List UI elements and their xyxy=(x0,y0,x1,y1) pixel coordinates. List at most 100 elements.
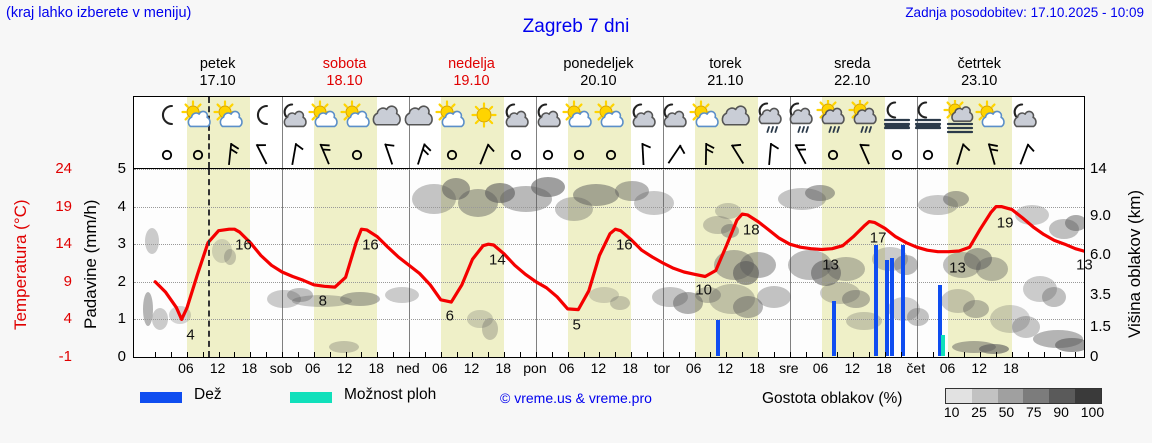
day-header-sobota: sobota 18.10 xyxy=(277,56,413,90)
x-axis-tick xyxy=(900,352,902,357)
temperature-tick-label: -1 xyxy=(58,348,72,365)
daylight-band xyxy=(186,169,251,357)
showers-legend-label: Možnost ploh xyxy=(344,386,437,403)
x-axis-day-label: sre xyxy=(779,360,799,376)
x-axis-tick xyxy=(853,352,855,357)
x-axis-tick xyxy=(742,352,744,357)
x-axis-tick xyxy=(361,352,363,357)
x-axis-tick xyxy=(377,352,379,357)
cloud-density-tick: 90 xyxy=(1053,404,1069,420)
day-separator xyxy=(282,169,284,357)
wind-calm-icon xyxy=(595,139,627,169)
wind-barb-icon xyxy=(214,139,246,169)
horizontal-gridline xyxy=(134,206,1084,208)
day-name: sreda xyxy=(834,56,871,72)
x-axis-tick xyxy=(155,352,157,357)
temperature-value-label: 16 xyxy=(235,236,252,254)
x-axis-tick xyxy=(964,352,966,357)
moon-cloud-icon xyxy=(500,97,532,139)
x-axis-tick xyxy=(520,352,522,357)
x-axis-label: 12 xyxy=(209,360,226,376)
day-date: 17.10 xyxy=(199,73,236,89)
moon-cloud-icon xyxy=(627,97,659,139)
x-axis-tick xyxy=(234,352,236,357)
rain-bar xyxy=(874,245,879,356)
x-axis-tick xyxy=(948,352,950,357)
moon-icon xyxy=(151,97,183,139)
rain-bar xyxy=(885,260,890,356)
cloud-density-tick: 10 xyxy=(943,404,960,420)
day-header-nedelja: nedelja 19.10 xyxy=(403,56,539,90)
x-axis-tick xyxy=(218,352,220,357)
temperature-tick-label: 9 xyxy=(63,272,72,290)
x-axis-tick xyxy=(488,352,490,357)
wind-barb-icon xyxy=(659,139,691,169)
x-axis-day-label: tor xyxy=(653,360,671,376)
rain-bar xyxy=(715,320,720,356)
cloud-height-tick-label: 14 xyxy=(1090,160,1107,177)
x-axis-day-label: pon xyxy=(523,360,547,376)
sun-cloud-icon xyxy=(308,97,342,139)
day-name: ponedeljek xyxy=(563,56,634,72)
day-date: 22.10 xyxy=(834,73,871,89)
x-axis-day-label: ned xyxy=(396,360,420,376)
x-axis-label: 06 xyxy=(178,360,194,376)
temperature-axis-title: Temperatura (°C) xyxy=(11,199,30,331)
x-axis-tick xyxy=(599,352,601,357)
day-header-torek: torek 21.10 xyxy=(657,56,793,90)
temperature-value-label: 6 xyxy=(445,307,454,325)
x-axis-tick xyxy=(345,352,347,357)
temperature-value-label: 18 xyxy=(742,221,760,239)
wind-barb-icon xyxy=(627,139,659,169)
cloud-icon xyxy=(721,97,754,139)
x-axis-tick xyxy=(313,352,315,357)
x-axis-label: 06 xyxy=(812,360,829,376)
wind-barb-icon xyxy=(976,139,1008,169)
current-time-marker xyxy=(208,169,211,357)
precipitation-tick-label: 5 xyxy=(117,160,126,177)
wind-barb-icon xyxy=(754,139,786,169)
day-header-petek: petek 17.10 xyxy=(150,56,286,90)
sun-cloud-icon xyxy=(975,97,1008,139)
x-axis-tick xyxy=(980,352,982,357)
temperature-value-label: 8 xyxy=(318,292,327,310)
wind-calm-icon xyxy=(183,139,215,169)
cloud-density-legend-label: Gostota oblakov (%) xyxy=(762,390,903,407)
day-header-ponedeljek: ponedeljek 20.10 xyxy=(530,56,666,90)
moon-cloud-rain-icon xyxy=(786,97,818,139)
x-axis-tick xyxy=(631,352,633,357)
temperature-value-label: 13 xyxy=(949,259,966,277)
day-name: sobota xyxy=(322,56,367,72)
x-axis-tick xyxy=(662,352,664,357)
cloud-height-tick-label: 9.0 xyxy=(1090,207,1111,224)
day-name: petek xyxy=(199,56,236,72)
cloud-density-step xyxy=(997,389,1024,403)
day-separator xyxy=(535,169,537,357)
x-axis-tick xyxy=(821,352,823,357)
x-axis-tick xyxy=(694,352,696,357)
x-axis-label: 18 xyxy=(876,360,892,376)
day-separator xyxy=(662,97,664,168)
x-axis-label: 18 xyxy=(495,360,511,376)
cloud-height-tick-label: 6.0 xyxy=(1090,246,1111,264)
cloud-density-tick: 100 xyxy=(1080,404,1105,420)
cloud-height-tick-label: 0 xyxy=(1090,348,1099,365)
wind-calm-icon xyxy=(436,139,468,169)
x-axis-day-label: čet xyxy=(906,360,926,376)
cloud-density-tick: 50 xyxy=(998,404,1015,420)
x-axis-tick xyxy=(837,352,839,357)
x-axis-tick xyxy=(996,352,998,357)
wind-barb-icon xyxy=(468,139,500,169)
copyright-link[interactable]: © vreme.us & vreme.pro xyxy=(500,390,652,406)
x-axis-tick xyxy=(250,352,252,357)
current-time-marker xyxy=(208,97,211,168)
x-axis-label: 12 xyxy=(844,360,861,376)
moon-fog-icon xyxy=(881,97,913,139)
precipitation-tick-label: 4 xyxy=(117,197,126,215)
x-axis-tick xyxy=(773,352,775,357)
x-axis-tick xyxy=(869,352,871,357)
precipitation-tick-label: 0 xyxy=(117,348,126,365)
cloud-density-tick: 25 xyxy=(971,404,987,420)
x-axis-tick xyxy=(282,352,284,357)
x-axis-tick xyxy=(551,352,553,357)
